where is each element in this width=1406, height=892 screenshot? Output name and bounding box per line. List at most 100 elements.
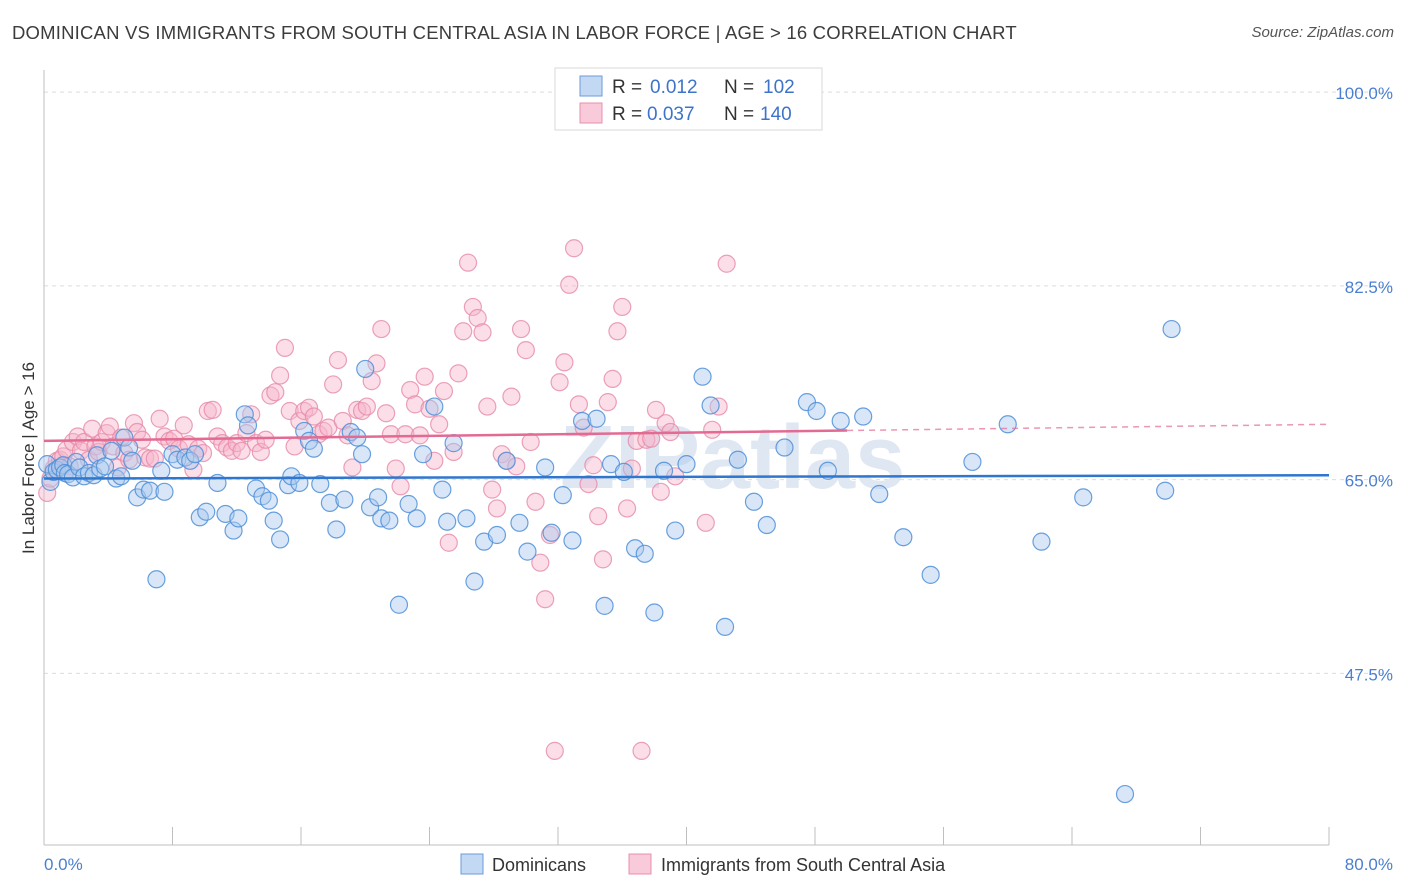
data-point-immigrants: [473, 323, 492, 342]
data-point-immigrants: [415, 367, 434, 386]
data-point-immigrants: [569, 395, 588, 414]
data-point-dominicans: [295, 421, 314, 441]
data-point-immigrants: [174, 416, 193, 435]
data-point-dominicans: [572, 411, 592, 431]
data-point-immigrants: [584, 456, 603, 475]
bottom-legend: Dominicans Immigrants from South Central…: [460, 853, 946, 875]
data-point-immigrants: [531, 553, 550, 572]
data-point-immigrants: [83, 419, 102, 438]
legend-r-label: R =: [612, 104, 642, 125]
data-point-immigrants: [608, 322, 627, 341]
data-point-immigrants: [275, 338, 295, 357]
axes: [43, 70, 1330, 846]
data-point-dominicans: [666, 521, 685, 540]
data-point-immigrants: [242, 405, 261, 424]
data-point-dominicans: [457, 509, 476, 528]
data-point-dominicans: [715, 617, 735, 636]
data-point-immigrants: [478, 397, 497, 416]
data-point-dominicans: [264, 511, 283, 530]
data-point-immigrants: [579, 474, 598, 494]
data-point-dominicans: [870, 484, 889, 504]
data-point-immigrants: [290, 411, 309, 431]
data-point-dominicans: [518, 542, 537, 561]
data-point-dominicans: [818, 461, 837, 480]
data-point-dominicans: [356, 359, 375, 379]
data-point-immigrants: [646, 400, 666, 419]
trend-lines: [43, 423, 1330, 480]
data-point-dominicans: [389, 595, 409, 614]
legend-n-label: N =: [724, 104, 754, 125]
data-point-dominicans: [587, 409, 606, 428]
data-point-dominicans: [425, 397, 444, 416]
bottom-legend-swatch-pink: [628, 853, 652, 875]
data-point-immigrants: [521, 432, 540, 452]
data-point-immigrants: [203, 400, 222, 419]
data-point-dominicans: [311, 474, 330, 494]
data-point-dominicans: [413, 445, 433, 464]
data-point-dominicans: [854, 407, 873, 426]
data-point-dominicans: [1115, 784, 1135, 804]
grid-lines: [44, 91, 1392, 674]
data-point-immigrants: [256, 430, 275, 449]
data-point-immigrants: [703, 420, 722, 439]
data-point-dominicans: [152, 461, 171, 480]
data-point-immigrants: [271, 366, 290, 385]
data-point-immigrants: [314, 421, 333, 441]
data-point-immigrants: [377, 404, 396, 423]
data-point-dominicans: [757, 515, 776, 535]
data-point-dominicans: [147, 570, 166, 589]
data-point-dominicans: [635, 544, 654, 563]
data-point-immigrants: [434, 381, 454, 401]
trend-line-immigrants-extrapolated: [847, 423, 1330, 432]
data-point-dominicans: [271, 530, 290, 549]
data-point-dominicans: [380, 511, 399, 530]
data-point-immigrants: [295, 401, 314, 421]
data-point-dominicans: [1032, 532, 1051, 551]
source-credit: Source: ZipAtlas.com: [1251, 24, 1394, 41]
data-point-dominicans: [1074, 488, 1093, 507]
legend-swatch-pink: [579, 102, 603, 124]
data-point-immigrants: [304, 407, 323, 426]
data-point-immigrants: [642, 429, 661, 448]
data-point-dominicans: [320, 493, 340, 512]
legend-r-label: R =: [612, 77, 642, 98]
data-point-dominicans: [563, 531, 582, 550]
legend-n-value: 140: [760, 104, 792, 125]
data-point-immigrants: [38, 483, 57, 503]
y-axis-label: In Labor Force | Age > 16: [19, 362, 38, 554]
data-point-immigrants: [324, 375, 343, 394]
data-point-dominicans: [327, 520, 346, 539]
data-point-immigrants: [449, 364, 468, 383]
data-point-immigrants: [439, 533, 458, 552]
data-point-dominicans: [553, 486, 572, 505]
data-point-immigrants: [617, 499, 637, 518]
data-point-immigrants: [536, 590, 555, 609]
data-point-immigrants: [454, 322, 473, 341]
tick-labels: 47.5% 65.0% 82.5% 100.0% 0.0% 80.0%: [44, 84, 1393, 874]
data-point-immigrants: [526, 492, 545, 511]
data-point-immigrants: [266, 383, 285, 402]
legend-n-label: N =: [724, 77, 754, 98]
data-point-dominicans: [102, 441, 121, 460]
data-point-dominicans: [235, 405, 254, 424]
data-point-immigrants: [405, 395, 425, 414]
data-point-immigrants: [696, 513, 715, 532]
data-point-immigrants: [632, 741, 651, 760]
data-point-immigrants: [598, 393, 617, 412]
data-point-immigrants: [232, 441, 251, 460]
data-point-dominicans: [701, 396, 720, 415]
data-point-dominicans: [399, 494, 418, 514]
data-point-dominicans: [497, 451, 516, 470]
legend-n-value: 102: [763, 77, 795, 98]
data-point-dominicans: [176, 448, 195, 467]
data-point-immigrants: [555, 353, 574, 372]
data-point-immigrants: [396, 425, 415, 444]
data-point-dominicans: [259, 491, 278, 510]
data-point-immigrants: [75, 432, 94, 452]
data-point-immigrants: [458, 253, 478, 272]
data-point-dominicans: [693, 367, 712, 386]
data-point-dominicans: [115, 428, 134, 447]
data-point-immigrants: [299, 398, 319, 417]
data-point-dominicans: [921, 565, 940, 584]
